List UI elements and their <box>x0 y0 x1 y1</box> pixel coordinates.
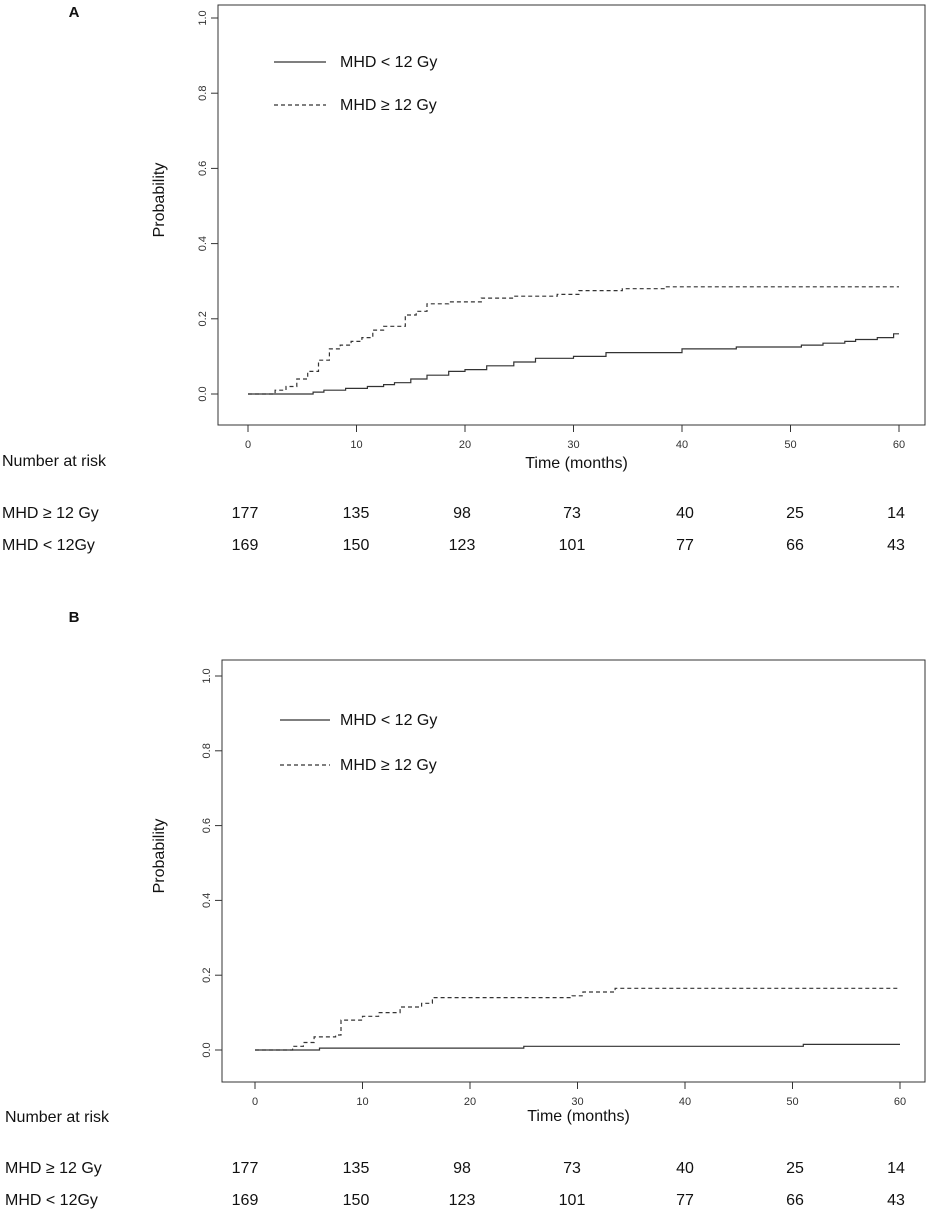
chart-panel-a: A 0.0 0.2 0.4 0.6 0.8 1.0 0 10 20 30 40 50 60 Time (mo… <box>2 4 926 554</box>
y-axis-label: Probability <box>151 163 168 238</box>
risk-value: 14 <box>887 505 905 522</box>
legend-label: MHD ≥ 12 Gy <box>340 97 437 114</box>
x-tick-label: 0 <box>252 1096 258 1108</box>
risk-value: 135 <box>343 1160 370 1177</box>
risk-value: 40 <box>676 1160 694 1177</box>
legend: MHD < 12 Gy MHD ≥ 12 Gy <box>280 712 437 774</box>
x-tick-label: 50 <box>784 439 796 451</box>
series-line-mhd-ge-12 <box>248 286 899 395</box>
risk-value: 40 <box>676 505 694 522</box>
x-tick-label: 10 <box>350 439 362 451</box>
legend-label: MHD < 12 Gy <box>340 712 437 729</box>
panel-label: B <box>69 609 80 626</box>
x-tick-label: 20 <box>464 1096 476 1108</box>
series-line-mhd-ge-12 <box>255 987 900 1051</box>
x-axis: 0 10 20 30 40 50 60 <box>252 1082 906 1108</box>
risk-value: 101 <box>559 1192 586 1209</box>
risk-table-row: MHD < 12Gy 169 150 123 101 77 66 43 <box>5 1192 905 1209</box>
x-axis-label: Time (months) <box>527 1108 630 1125</box>
risk-value: 77 <box>676 537 694 554</box>
y-tick-label: 0.4 <box>197 236 209 251</box>
y-tick-label: 0.8 <box>197 86 209 101</box>
risk-table: Number at risk MHD ≥ 12 Gy 177 135 98 73 40 25 1… <box>5 1109 905 1209</box>
x-tick-label: 60 <box>893 439 905 451</box>
x-axis: 0 10 20 30 40 50 60 <box>245 425 905 451</box>
risk-row-label: MHD < 12Gy <box>2 537 95 554</box>
y-tick-label: 0.2 <box>197 311 209 326</box>
series-line-mhd-lt-12 <box>255 1043 900 1051</box>
x-tick-label: 50 <box>786 1096 798 1108</box>
legend: MHD < 12 Gy MHD ≥ 12 Gy <box>274 54 437 114</box>
risk-row-label: MHD ≥ 12 Gy <box>5 1160 102 1177</box>
risk-value: 123 <box>449 537 476 554</box>
x-tick-label: 60 <box>894 1096 906 1108</box>
risk-value: 14 <box>887 1160 905 1177</box>
x-tick-label: 10 <box>356 1096 368 1108</box>
risk-row-label: MHD ≥ 12 Gy <box>2 505 99 522</box>
risk-table-row: MHD ≥ 12 Gy 177 135 98 73 40 25 14 <box>2 505 905 522</box>
risk-value: 66 <box>786 537 804 554</box>
chart-panel-b: B 0.0 0.2 0.4 0.6 0.8 1.0 0 10 20 30 40 50 60 Time (mo… <box>5 609 926 1209</box>
risk-table: Number at risk MHD ≥ 12 Gy 177 135 98 73 40 25 1… <box>2 453 905 554</box>
y-tick-label: 0.6 <box>197 161 209 176</box>
y-tick-label: 1.0 <box>197 10 209 25</box>
risk-value: 135 <box>343 505 370 522</box>
risk-value: 77 <box>676 1192 694 1209</box>
panel-label: A <box>69 4 80 21</box>
x-tick-label: 30 <box>571 1096 583 1108</box>
risk-value: 43 <box>887 537 905 554</box>
risk-value: 150 <box>343 537 370 554</box>
x-axis-label: Time (months) <box>525 455 628 472</box>
risk-table-title: Number at risk <box>2 453 107 470</box>
y-tick-label: 0.0 <box>197 386 209 401</box>
y-axis-label: Probability <box>151 819 168 894</box>
risk-value: 101 <box>559 537 586 554</box>
risk-value: 150 <box>343 1192 370 1209</box>
y-tick-label: 0.0 <box>201 1042 213 1057</box>
risk-table-title: Number at risk <box>5 1109 110 1126</box>
risk-row-label: MHD < 12Gy <box>5 1192 98 1209</box>
plot-frame <box>217 4 926 426</box>
legend-label: MHD ≥ 12 Gy <box>340 757 437 774</box>
risk-value: 73 <box>563 505 581 522</box>
y-tick-label: 0.6 <box>201 818 213 833</box>
risk-value: 169 <box>232 537 259 554</box>
x-tick-label: 20 <box>459 439 471 451</box>
risk-value: 25 <box>786 505 804 522</box>
risk-value: 177 <box>232 1160 259 1177</box>
y-tick-label: 1.0 <box>201 668 213 683</box>
risk-value: 73 <box>563 1160 581 1177</box>
y-tick-label: 0.2 <box>201 968 213 983</box>
x-tick-label: 30 <box>567 439 579 451</box>
y-tick-label: 0.8 <box>201 743 213 758</box>
risk-table-row: MHD < 12Gy 169 150 123 101 77 66 43 <box>2 537 905 554</box>
risk-value: 98 <box>453 1160 471 1177</box>
risk-value: 25 <box>786 1160 804 1177</box>
legend-label: MHD < 12 Gy <box>340 54 437 71</box>
y-axis: 0.0 0.2 0.4 0.6 0.8 1.0 <box>197 10 218 402</box>
series-line-mhd-lt-12 <box>248 333 899 395</box>
risk-value: 98 <box>453 505 471 522</box>
risk-value: 123 <box>449 1192 476 1209</box>
x-tick-label: 40 <box>679 1096 691 1108</box>
y-axis: 0.0 0.2 0.4 0.6 0.8 1.0 <box>201 668 222 1058</box>
x-tick-label: 0 <box>245 439 251 451</box>
plot-frame <box>221 659 926 1083</box>
y-tick-label: 0.4 <box>201 893 213 908</box>
x-tick-label: 40 <box>676 439 688 451</box>
risk-value: 66 <box>786 1192 804 1209</box>
risk-value: 43 <box>887 1192 905 1209</box>
risk-value: 169 <box>232 1192 259 1209</box>
risk-value: 177 <box>232 505 259 522</box>
risk-table-row: MHD ≥ 12 Gy 177 135 98 73 40 25 14 <box>5 1160 905 1177</box>
